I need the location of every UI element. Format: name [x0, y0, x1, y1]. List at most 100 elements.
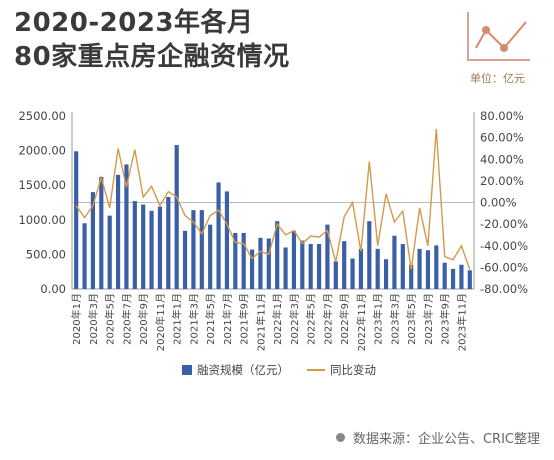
- bar: [166, 196, 171, 289]
- x-tick-label: 2022年1月: [271, 293, 284, 345]
- bar: [233, 232, 238, 289]
- bar: [283, 247, 288, 289]
- bar: [300, 240, 305, 289]
- bar: [182, 230, 188, 289]
- bar: [249, 249, 255, 289]
- x-tick-label: 2023年11月: [455, 293, 468, 351]
- x-tick-label: 2022年7月: [321, 293, 334, 345]
- y-right-tick-label: -40.00%: [480, 239, 528, 253]
- bar: [132, 201, 137, 289]
- x-tick-label: 2023年7月: [422, 293, 435, 345]
- chart-svg: 0.00 500.00 1000.00 1500.00 2000.00 2500.00 -8…: [18, 109, 528, 351]
- bar: [174, 145, 179, 289]
- bar: [266, 238, 271, 289]
- bar: [216, 182, 221, 289]
- x-tick-label: 2023年9月: [439, 293, 452, 345]
- bar: [358, 248, 364, 289]
- bar: [191, 210, 196, 289]
- x-tick-label: 2020年1月: [70, 293, 83, 345]
- chart-area: 0.00 500.00 1000.00 1500.00 2000.00 2500.00 -8…: [0, 100, 554, 366]
- x-tick-label: 2020年3月: [87, 293, 100, 345]
- bar: [450, 268, 456, 289]
- x-tick-label: 2021年1月: [171, 293, 184, 345]
- y-left-tick-label: 500.00: [26, 247, 66, 261]
- bar: [208, 224, 213, 289]
- x-tick-label: 2022年11月: [355, 293, 368, 351]
- bar: [409, 264, 414, 289]
- bullet-icon: [335, 433, 345, 442]
- bar: [383, 259, 389, 289]
- y-right-tick-label: -80.00%: [480, 282, 528, 296]
- bar: [459, 264, 464, 289]
- y-left-tick-label: 2000.00: [18, 144, 66, 158]
- chart-title: 2020-2023年各月 80家重点房企融资情况: [14, 6, 290, 74]
- bar: [199, 210, 204, 289]
- x-tick-label: 2023年3月: [388, 293, 401, 345]
- legend-bar-swatch: [182, 365, 192, 375]
- x-tick-label: 2020年5月: [104, 293, 117, 345]
- bar: [375, 248, 380, 289]
- unit-label: 单位：亿元: [470, 72, 525, 85]
- y-left-tick-label: 1000.00: [18, 213, 66, 227]
- bar: [82, 223, 87, 289]
- y-left-tick-label: 1500.00: [18, 178, 66, 192]
- x-tick-label: 2022年3月: [288, 293, 301, 345]
- y-right-tick-label: 40.00%: [480, 152, 524, 166]
- bar: [325, 224, 330, 289]
- bar: [442, 262, 447, 289]
- x-tick-label: 2023年5月: [405, 293, 418, 345]
- x-tick-label: 2020年7月: [120, 293, 133, 345]
- x-tick-label: 2021年11月: [254, 293, 267, 351]
- bar: [157, 206, 163, 289]
- x-tick-label: 2022年9月: [338, 293, 351, 345]
- legend-bar-label: 融资规模（亿元）: [197, 363, 289, 377]
- bar: [434, 245, 439, 289]
- x-tick-label: 2021年9月: [238, 293, 251, 345]
- y-left-tick-label: 2500.00: [18, 109, 66, 123]
- bar: [350, 258, 355, 289]
- title-line-1: 2020-2023年各月: [14, 8, 254, 38]
- legend-line-swatch: [307, 369, 325, 371]
- bar: [425, 250, 431, 289]
- bar: [115, 174, 121, 289]
- source-text: 数据来源：企业公告、CRIC整理: [352, 432, 540, 447]
- bar: [241, 232, 246, 289]
- x-tick-label: 2023年1月: [372, 293, 385, 345]
- legend-item-line: 同比变动: [307, 362, 376, 378]
- bar: [333, 261, 338, 289]
- bar: [275, 221, 280, 289]
- y-right-tick-label: 80.00%: [480, 109, 524, 123]
- line-chart-icon: [467, 12, 530, 61]
- bar: [392, 235, 397, 289]
- chart-legend: 融资规模（亿元） 同比变动: [182, 362, 394, 378]
- bar: [149, 210, 154, 289]
- x-tick-label: 2021年7月: [221, 293, 234, 345]
- yoy-line: [75, 128, 471, 270]
- x-tick-label: 2021年3月: [187, 293, 200, 345]
- bar: [342, 241, 347, 289]
- y-right-tick-label: 60.00%: [480, 131, 524, 145]
- bar: [141, 204, 146, 289]
- x-tick-label: 2020年11月: [154, 293, 167, 351]
- title-line-2: 80家重点房企融资情况: [14, 42, 290, 72]
- bar: [400, 244, 405, 289]
- source-note: 数据来源：企业公告、CRIC整理: [335, 428, 540, 447]
- bar: [258, 237, 263, 289]
- bar: [124, 164, 129, 289]
- bar: [367, 221, 372, 289]
- x-tick-label: 2022年5月: [305, 293, 318, 345]
- legend-line-label: 同比变动: [330, 363, 376, 377]
- bar: [107, 215, 112, 289]
- bar: [467, 270, 472, 289]
- y-right-tick-label: 0.00%: [480, 196, 517, 210]
- bar: [291, 230, 297, 289]
- x-tick-label: 2020年9月: [137, 293, 150, 345]
- bar: [316, 244, 322, 289]
- bar: [224, 191, 230, 289]
- y-right-tick-label: -60.00%: [480, 260, 528, 274]
- legend-item-bar: 融资规模（亿元）: [182, 362, 289, 378]
- bar: [90, 192, 96, 289]
- bar: [417, 248, 422, 289]
- y-left-tick-label: 0.00: [40, 282, 66, 296]
- bar: [99, 176, 104, 289]
